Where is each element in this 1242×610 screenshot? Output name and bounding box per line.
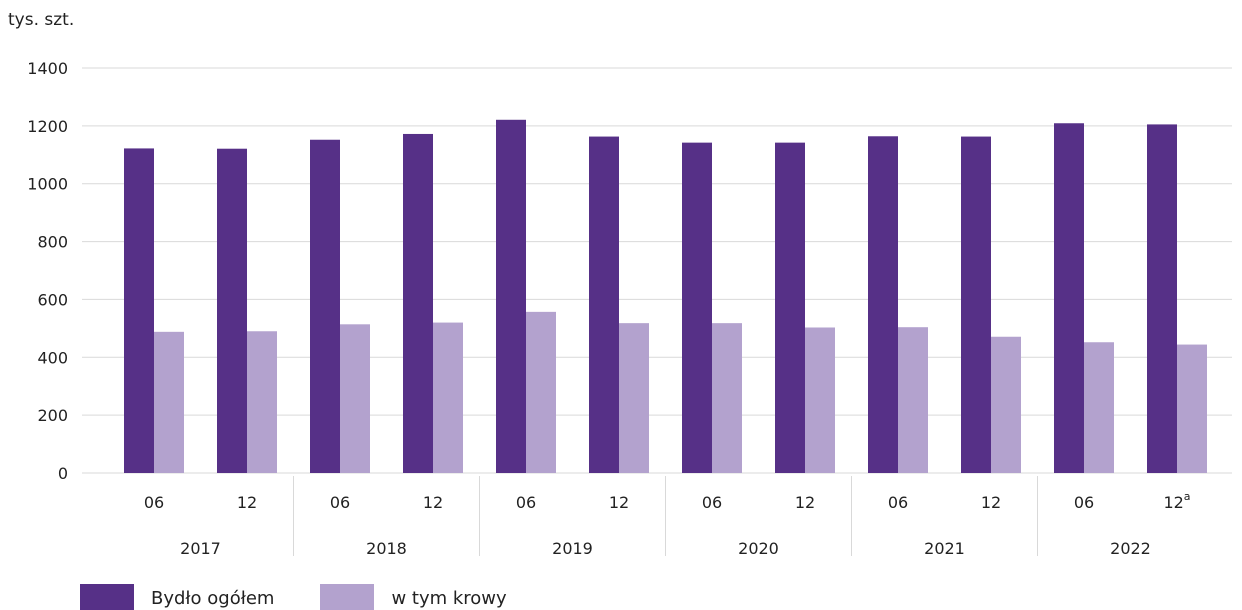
x-tick-label: 06 — [702, 493, 722, 512]
bar-chart: tys. szt. 0 200 400 600 800 1000 1200 1400 06 12… — [8, 10, 1232, 558]
legend-item-krowy: w tym krowy — [320, 584, 507, 610]
bar-krowy — [712, 323, 742, 473]
x-tick-label: 12a — [1163, 490, 1190, 512]
x-tick-label: 06 — [888, 493, 908, 512]
bar-bydlo — [1054, 123, 1084, 473]
bar-krowy — [340, 324, 370, 473]
x-tick-label: 12 — [981, 493, 1001, 512]
bar-bydlo — [124, 148, 154, 473]
x-group-label: 2022 — [1110, 539, 1151, 558]
x-tick-label: 12 — [423, 493, 443, 512]
bar-bydlo — [1147, 124, 1177, 474]
x-axis: 06 12 06 12 06 12 06 12 06 12 06 12a 2017 2018 2019 202… — [144, 476, 1191, 558]
y-tick-label: 1200 — [27, 117, 68, 136]
x-tick-label: 12 — [609, 493, 629, 512]
bar-bydlo — [589, 136, 619, 473]
legend-label-bydlo: Bydło ogółem — [151, 588, 275, 609]
x-tick-label: 12 — [237, 493, 257, 512]
bar-krowy — [433, 322, 463, 473]
bar-bydlo — [775, 142, 805, 473]
y-axis-unit-label: tys. szt. — [8, 10, 74, 30]
bar-bydlo — [961, 136, 991, 473]
x-tick-label: 06 — [330, 493, 350, 512]
x-tick-label: 06 — [516, 493, 536, 512]
bar-krowy — [1084, 342, 1114, 473]
bar-bydlo — [496, 119, 526, 474]
y-axis-ticks: 0 200 400 600 800 1000 1200 1400 — [27, 59, 68, 483]
x-tick-label: 06 — [144, 493, 164, 512]
bar-bydlo — [217, 148, 247, 474]
bar-krowy — [247, 331, 277, 473]
bar-krowy — [898, 327, 928, 473]
legend: Bydło ogółem w tym krowy — [80, 584, 553, 610]
x-group-label: 2018 — [366, 539, 407, 558]
legend-swatch-krowy — [320, 584, 375, 610]
y-tick-label: 400 — [37, 348, 68, 367]
bar-bydlo — [403, 133, 433, 473]
y-tick-label: 1000 — [27, 175, 68, 194]
y-tick-label: 600 — [37, 290, 68, 309]
bar-krowy — [619, 323, 649, 473]
legend-label-krowy: w tym krowy — [391, 588, 507, 609]
y-tick-label: 200 — [37, 406, 68, 425]
y-tick-label: 800 — [37, 233, 68, 252]
x-group-label: 2021 — [924, 539, 965, 558]
x-tick-label: 12 — [795, 493, 815, 512]
y-tick-label: 1400 — [27, 59, 68, 78]
bar-krowy — [154, 331, 184, 473]
x-group-label: 2019 — [552, 539, 593, 558]
x-group-label: 2020 — [738, 539, 779, 558]
bar-krowy — [526, 311, 556, 473]
bar-bydlo — [310, 139, 340, 473]
legend-item-bydlo: Bydło ogółem — [80, 584, 274, 610]
bar-bydlo — [682, 142, 712, 473]
y-tick-label: 0 — [58, 464, 68, 483]
x-group-label: 2017 — [180, 539, 221, 558]
x-tick-label: 06 — [1074, 493, 1094, 512]
bar-bydlo — [868, 136, 898, 473]
bar-krowy — [991, 336, 1021, 473]
bar-krowy — [1177, 344, 1207, 473]
legend-swatch-bydlo — [80, 584, 134, 610]
bars — [124, 119, 1207, 474]
bar-krowy — [805, 327, 835, 473]
x-tick-superscript: a — [1184, 490, 1191, 503]
